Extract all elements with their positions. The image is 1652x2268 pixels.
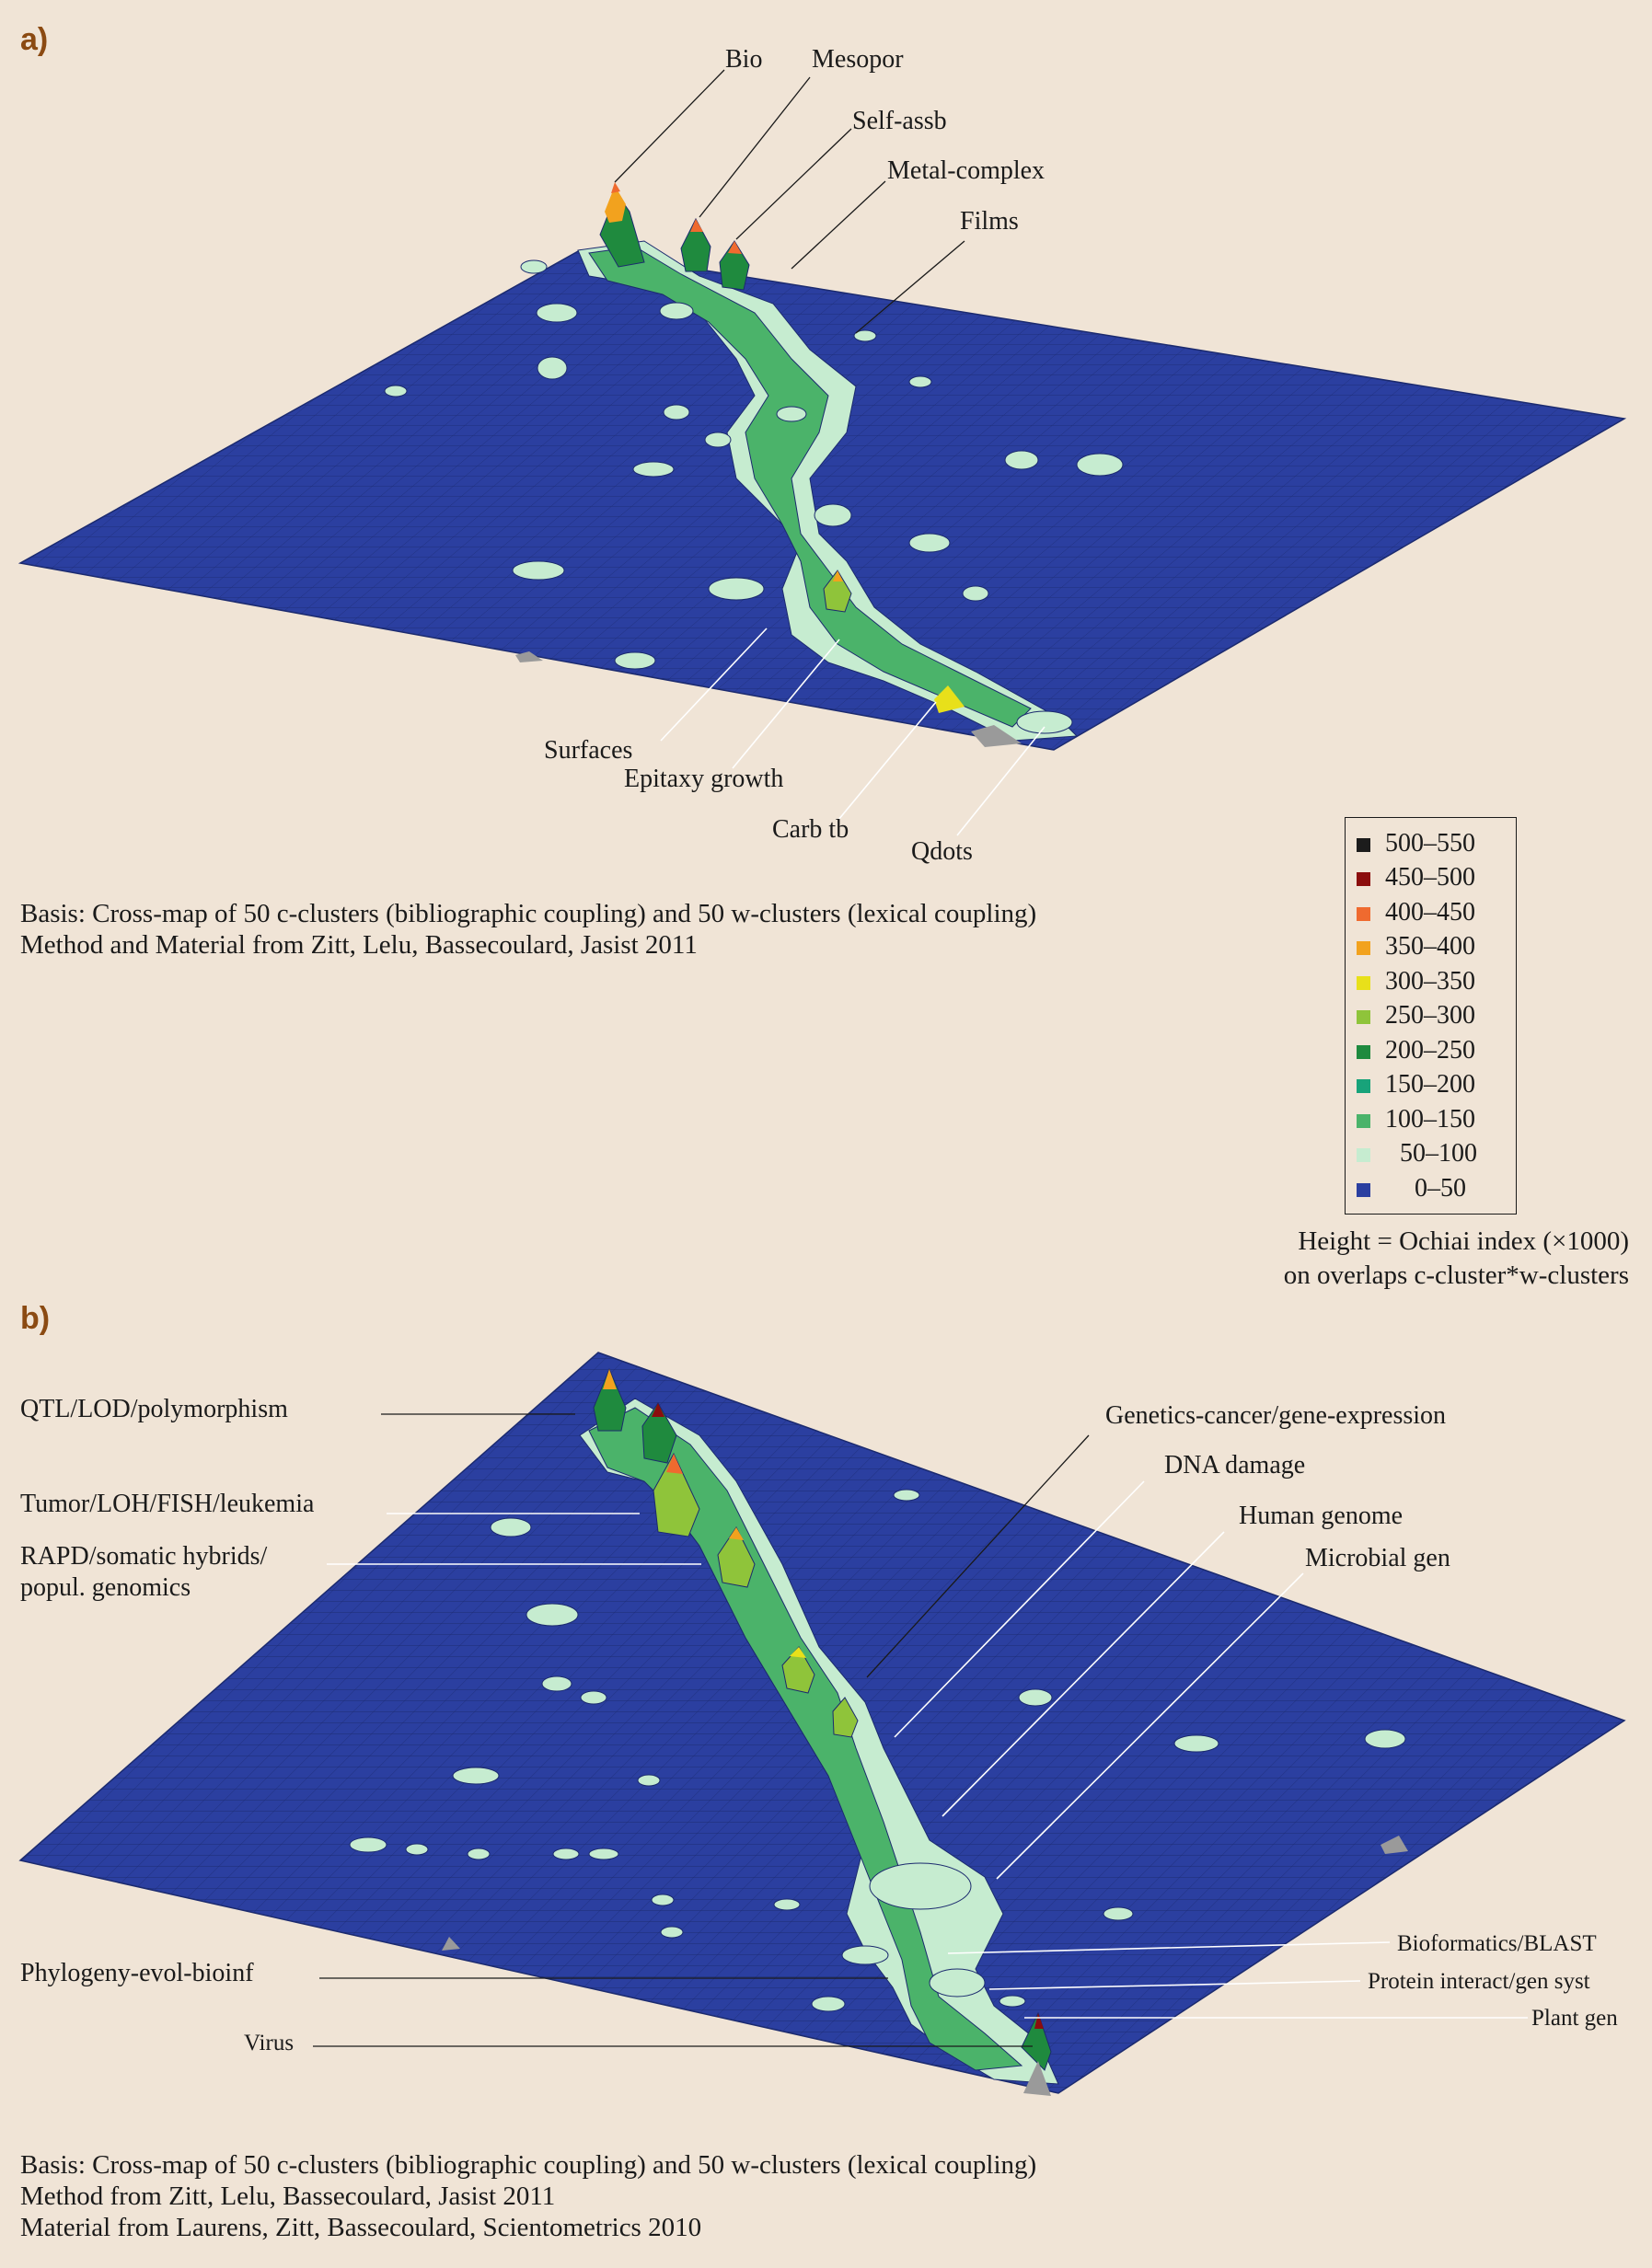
panel-a-surface — [17, 182, 1627, 751]
legend-item: 150–200 — [1357, 1070, 1475, 1099]
legend-item: 500–550 — [1357, 829, 1475, 858]
legend-caption: Height = Ochiai index (×1000) on overlap… — [1196, 1225, 1629, 1293]
legend-item: 400–450 — [1357, 898, 1475, 927]
color-legend: 500–550 450–500 400–450 350–400 300–350 … — [1345, 817, 1517, 1215]
legend-swatch — [1357, 1148, 1370, 1163]
legend-swatch — [1357, 1114, 1370, 1129]
panel-b-basis: Basis: Cross-map of 50 c-clusters (bibli… — [20, 2149, 1036, 2243]
legend-caption-line2: on overlaps c-cluster*w-clusters — [1283, 1261, 1629, 1290]
panel-a-labels: Bio Mesopor Self-assb Metal-complex Film… — [544, 45, 1045, 866]
label-self-assb: Self-assb — [852, 107, 947, 135]
legend-swatch — [1357, 1183, 1370, 1198]
legend-item: 250–300 — [1357, 1001, 1475, 1030]
legend-caption-line1: Height = Ochiai index (×1000) — [1298, 1226, 1629, 1256]
label-films: Films — [960, 207, 1019, 236]
panel-a-basis-line2: Method and Material from Zitt, Lelu, Bas… — [20, 930, 698, 960]
legend-swatch — [1357, 872, 1370, 887]
label-dna-damage: DNA damage — [1164, 1451, 1305, 1479]
label-bio: Bio — [725, 45, 762, 74]
label-qtl: QTL/LOD/polymorphism — [20, 1395, 288, 1423]
panel-a-basis-line1: Basis: Cross-map of 50 c-clusters (bibli… — [20, 899, 1037, 928]
legend-item: 0–50 — [1357, 1174, 1466, 1203]
legend-swatch — [1357, 1010, 1370, 1025]
label-metal-complex: Metal-complex — [887, 156, 1045, 185]
panel-a-leaders — [614, 69, 1045, 836]
panel-b-ridge — [579, 1367, 1059, 2096]
legend-item: 200–250 — [1357, 1036, 1475, 1065]
label-qdots: Qdots — [911, 837, 973, 866]
panel-b-basis-line2: Method from Zitt, Lelu, Bassecoulard, Ja… — [20, 2182, 556, 2211]
legend-item: 450–500 — [1357, 863, 1475, 892]
panel-b-basis-line1: Basis: Cross-map of 50 c-clusters (bibli… — [20, 2150, 1037, 2180]
label-mesopor: Mesopor — [812, 45, 904, 74]
legend-swatch — [1357, 941, 1370, 956]
label-virus: Virus — [244, 2031, 294, 2055]
label-genetics-cancer: Genetics-cancer/gene-expression — [1105, 1401, 1446, 1430]
label-plant-gen: Plant gen — [1531, 2006, 1618, 2031]
panel-b-surface — [18, 1352, 1626, 2096]
label-bioformatics: Bioformatics/BLAST — [1397, 1931, 1597, 1956]
label-rapd-line1: RAPD/somatic hybrids/ — [20, 1542, 268, 1571]
label-rapd-line2: popul. genomics — [20, 1573, 191, 1602]
label-tumor: Tumor/LOH/FISH/leukemia — [20, 1490, 315, 1518]
legend-item: 100–150 — [1357, 1105, 1475, 1134]
legend-swatch — [1357, 1045, 1370, 1060]
panel-a-letter: a) — [20, 22, 48, 57]
label-carb-tb: Carb tb — [772, 815, 849, 844]
panel-b-labels: QTL/LOD/polymorphism Tumor/LOH/FISH/leuk… — [20, 1395, 1618, 2055]
legend-swatch — [1357, 976, 1370, 991]
panel-a-patches — [384, 259, 1124, 734]
label-phylogeny: Phylogeny-evol-bioinf — [20, 1959, 254, 1987]
label-epitaxy-growth: Epitaxy growth — [624, 765, 783, 793]
label-human-genome: Human genome — [1239, 1502, 1403, 1530]
panel-b-leaders — [313, 1413, 1528, 2047]
panel-b-letter: b) — [20, 1301, 50, 1336]
legend-item: 350–400 — [1357, 932, 1475, 961]
label-microbial-gen: Microbial gen — [1305, 1544, 1450, 1572]
legend-item: 50–100 — [1357, 1139, 1477, 1168]
legend-swatch — [1357, 1079, 1370, 1094]
legend-item: 300–350 — [1357, 967, 1475, 996]
panel-a-ridge — [577, 182, 1079, 742]
panel-b-basis-line3: Material from Laurens, Zitt, Bassecoular… — [20, 2213, 702, 2242]
legend-swatch — [1357, 838, 1370, 853]
panel-a-basis: Basis: Cross-map of 50 c-clusters (bibli… — [20, 898, 1036, 961]
panel-b-patches — [349, 1489, 1406, 2012]
legend-swatch — [1357, 907, 1370, 922]
label-protein-interact: Protein interact/gen syst — [1368, 1969, 1590, 1994]
label-surfaces: Surfaces — [544, 736, 632, 765]
